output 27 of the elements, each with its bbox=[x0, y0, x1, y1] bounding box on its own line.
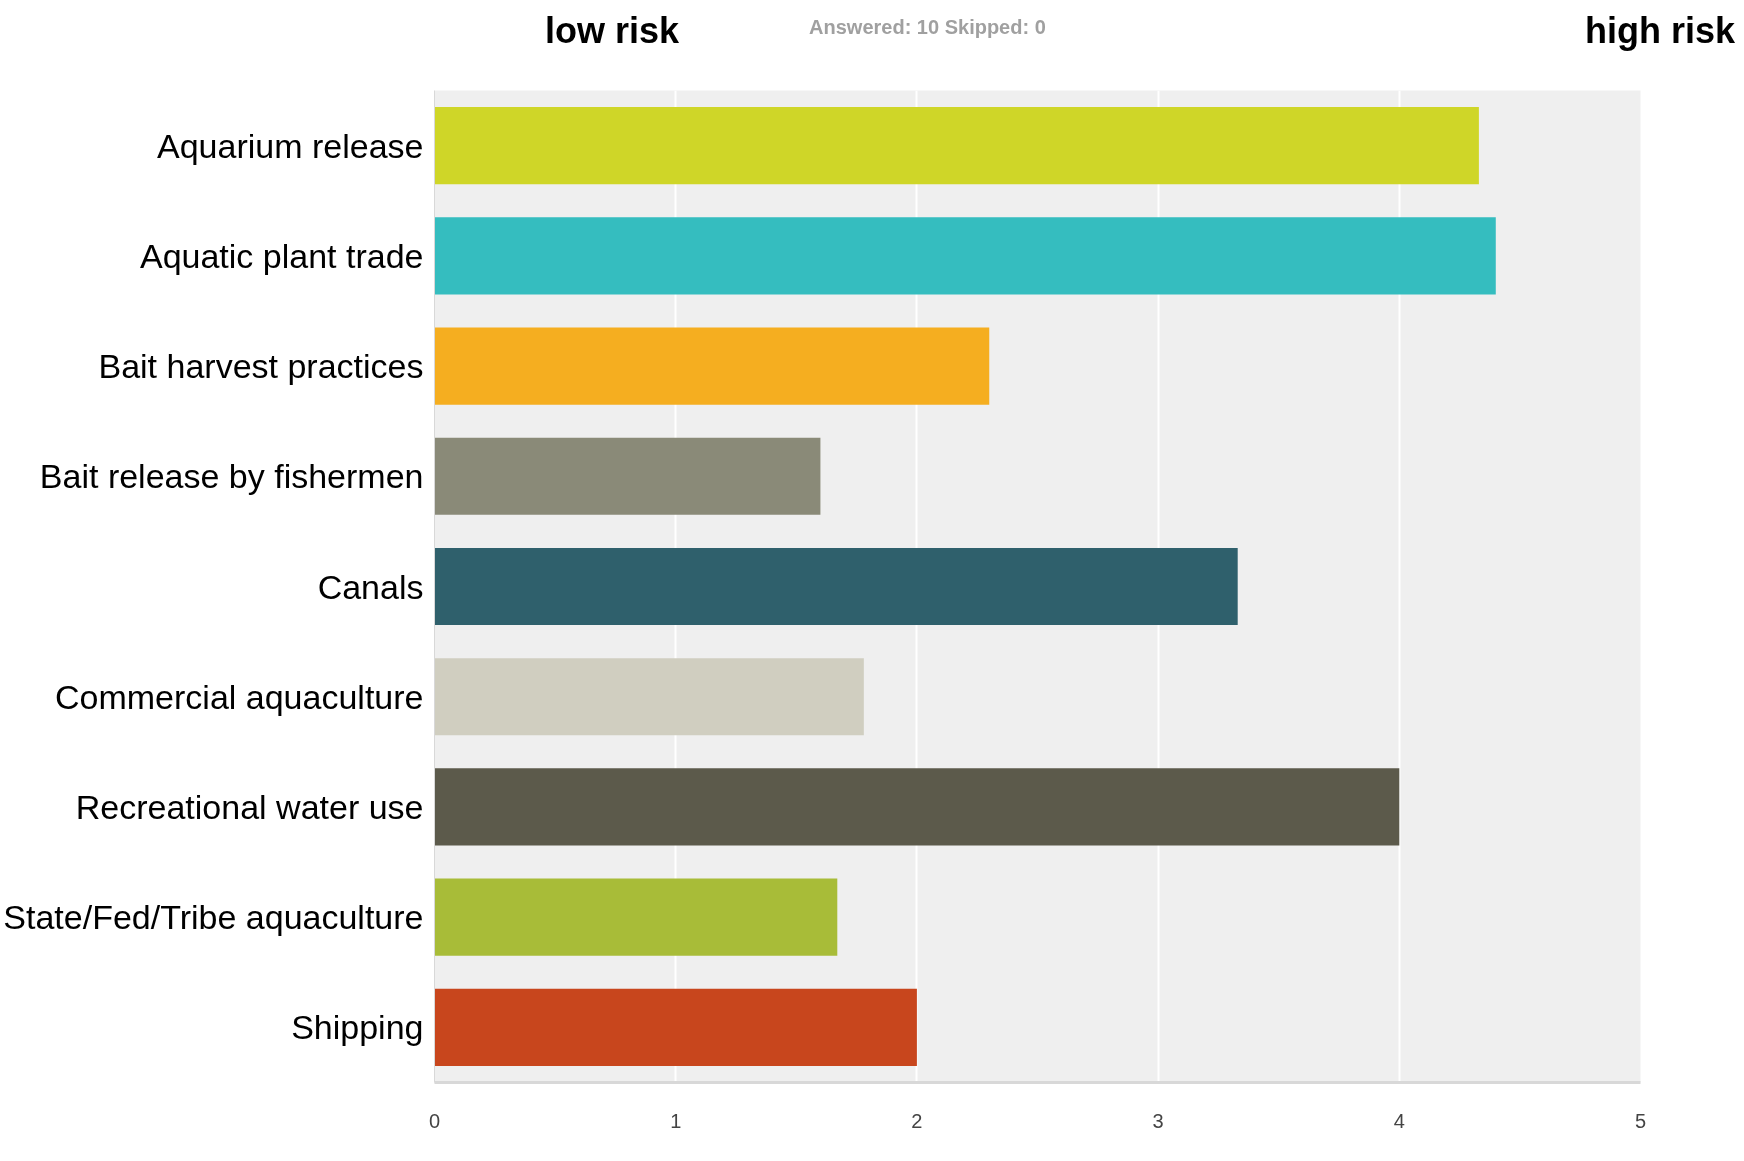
x-tick-label: 1 bbox=[670, 1109, 682, 1132]
y-tick-label: Aquarium release bbox=[157, 126, 424, 165]
bar bbox=[434, 327, 990, 405]
bar bbox=[434, 437, 821, 515]
bar bbox=[434, 547, 1238, 626]
y-tick-label: Commercial aquaculture bbox=[55, 677, 424, 716]
bar bbox=[434, 768, 1400, 846]
x-tick-label: 4 bbox=[1393, 1109, 1405, 1132]
x-tick-label: 5 bbox=[1634, 1109, 1647, 1132]
x-tick-label: 3 bbox=[1152, 1109, 1164, 1132]
text: high risk bbox=[1584, 9, 1735, 53]
y-tick-label: State/Fed/Tribe aquaculture bbox=[3, 898, 424, 937]
text: Answered: 10 Skipped: 0 bbox=[809, 15, 1046, 40]
bar bbox=[434, 107, 1479, 185]
y-tick-label: Bait harvest practices bbox=[98, 347, 424, 386]
bar bbox=[434, 217, 1496, 295]
y-tick-label: Aquatic plant trade bbox=[139, 236, 424, 275]
x-tick-label: 2 bbox=[911, 1109, 923, 1132]
y-tick-label: Canals bbox=[317, 567, 424, 606]
bar bbox=[434, 878, 838, 956]
bar bbox=[434, 658, 864, 736]
y-tick-label: Bait release by fishermen bbox=[39, 457, 424, 496]
y-tick-label: Recreational water use bbox=[75, 787, 424, 826]
x-tick-label: 0 bbox=[428, 1109, 441, 1132]
text: low risk bbox=[545, 9, 680, 53]
y-tick-label: Shipping bbox=[291, 1008, 424, 1047]
bar bbox=[434, 988, 917, 1066]
